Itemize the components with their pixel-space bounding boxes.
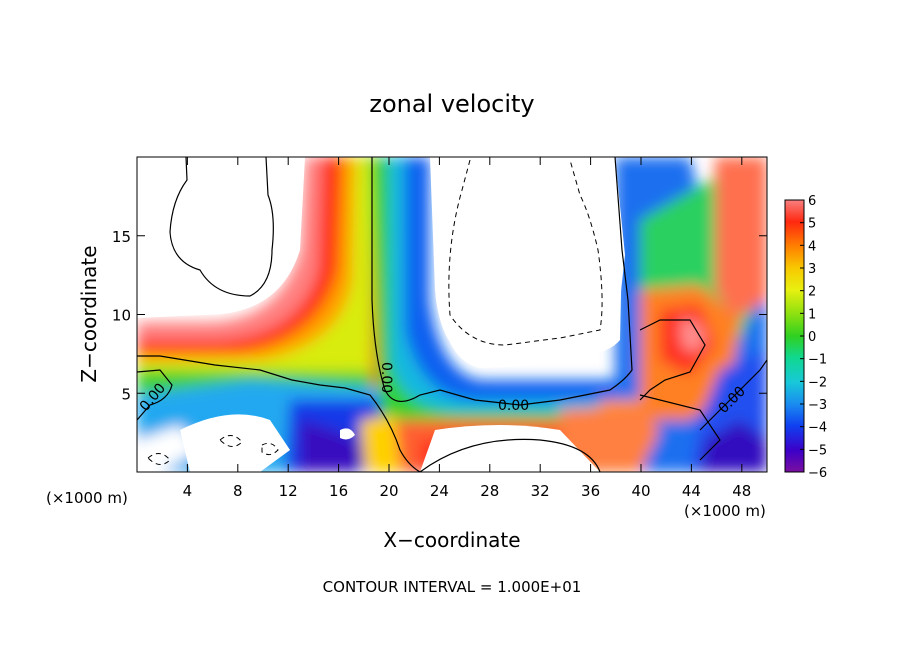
x-tick-label: 40 bbox=[631, 482, 650, 500]
colorbar-ticks: 6 5 4 3 2 1 0 −1 −2 −3 −4 −5 −6 bbox=[800, 194, 827, 481]
colorbar-tick-label: −1 bbox=[808, 353, 827, 368]
x-tick-label: 4 bbox=[183, 482, 193, 500]
x-tick-label: 28 bbox=[480, 482, 499, 500]
x-tick-label: 12 bbox=[279, 482, 298, 500]
colorbar-tick-label: −2 bbox=[808, 375, 827, 390]
x-tick-label: 48 bbox=[732, 482, 751, 500]
y-tick-label: 10 bbox=[112, 307, 131, 325]
colorbar-tick-label: 2 bbox=[808, 285, 816, 300]
x-tick-label: 24 bbox=[430, 482, 449, 500]
y-tick-label: 15 bbox=[112, 228, 131, 246]
contour-interval-footer: CONTOUR INTERVAL = 1.000E+01 bbox=[323, 578, 582, 596]
x-tick-label: 20 bbox=[379, 482, 398, 500]
x-scale-note-left: (×1000 m) bbox=[46, 489, 128, 507]
colorbar-tick-label: −5 bbox=[808, 443, 827, 458]
x-tick-label: 44 bbox=[682, 482, 701, 500]
x-tick-label: 8 bbox=[233, 482, 243, 500]
colorbar-tick-label: 3 bbox=[808, 262, 816, 277]
colorbar-tick-label: −6 bbox=[808, 466, 827, 481]
contour-label-bottom: 0.00 bbox=[498, 398, 529, 414]
y-axis-ticks: 5 10 15 bbox=[112, 228, 767, 403]
colorbar-tick-label: 1 bbox=[808, 307, 816, 322]
velocity-field: 0.00 0.00 0.00 0.00 bbox=[137, 157, 767, 472]
x-tick-label: 32 bbox=[531, 482, 550, 500]
colorbar-tick-label: 0 bbox=[808, 330, 816, 345]
x-tick-label: 16 bbox=[329, 482, 348, 500]
colorbar-tick-label: 5 bbox=[808, 217, 816, 232]
chart-title: zonal velocity bbox=[369, 90, 534, 118]
x-axis-label: X−coordinate bbox=[383, 528, 520, 552]
colorbar-tick-label: 6 bbox=[808, 194, 816, 209]
x-scale-note-right: (×1000 m) bbox=[684, 502, 766, 520]
y-tick-label: 5 bbox=[121, 385, 131, 403]
contour-label-center-vertical: 0.00 bbox=[378, 362, 394, 393]
x-tick-label: 36 bbox=[581, 482, 600, 500]
colorbar-tick-label: −4 bbox=[808, 421, 827, 436]
colorbar-tick-label: −3 bbox=[808, 398, 827, 413]
y-axis-label: Z−coordinate bbox=[77, 245, 101, 382]
colorbar-tick-label: 4 bbox=[808, 239, 816, 254]
x-axis-ticks: 4 8 12 16 20 24 28 32 36 40 44 48 bbox=[183, 157, 751, 500]
